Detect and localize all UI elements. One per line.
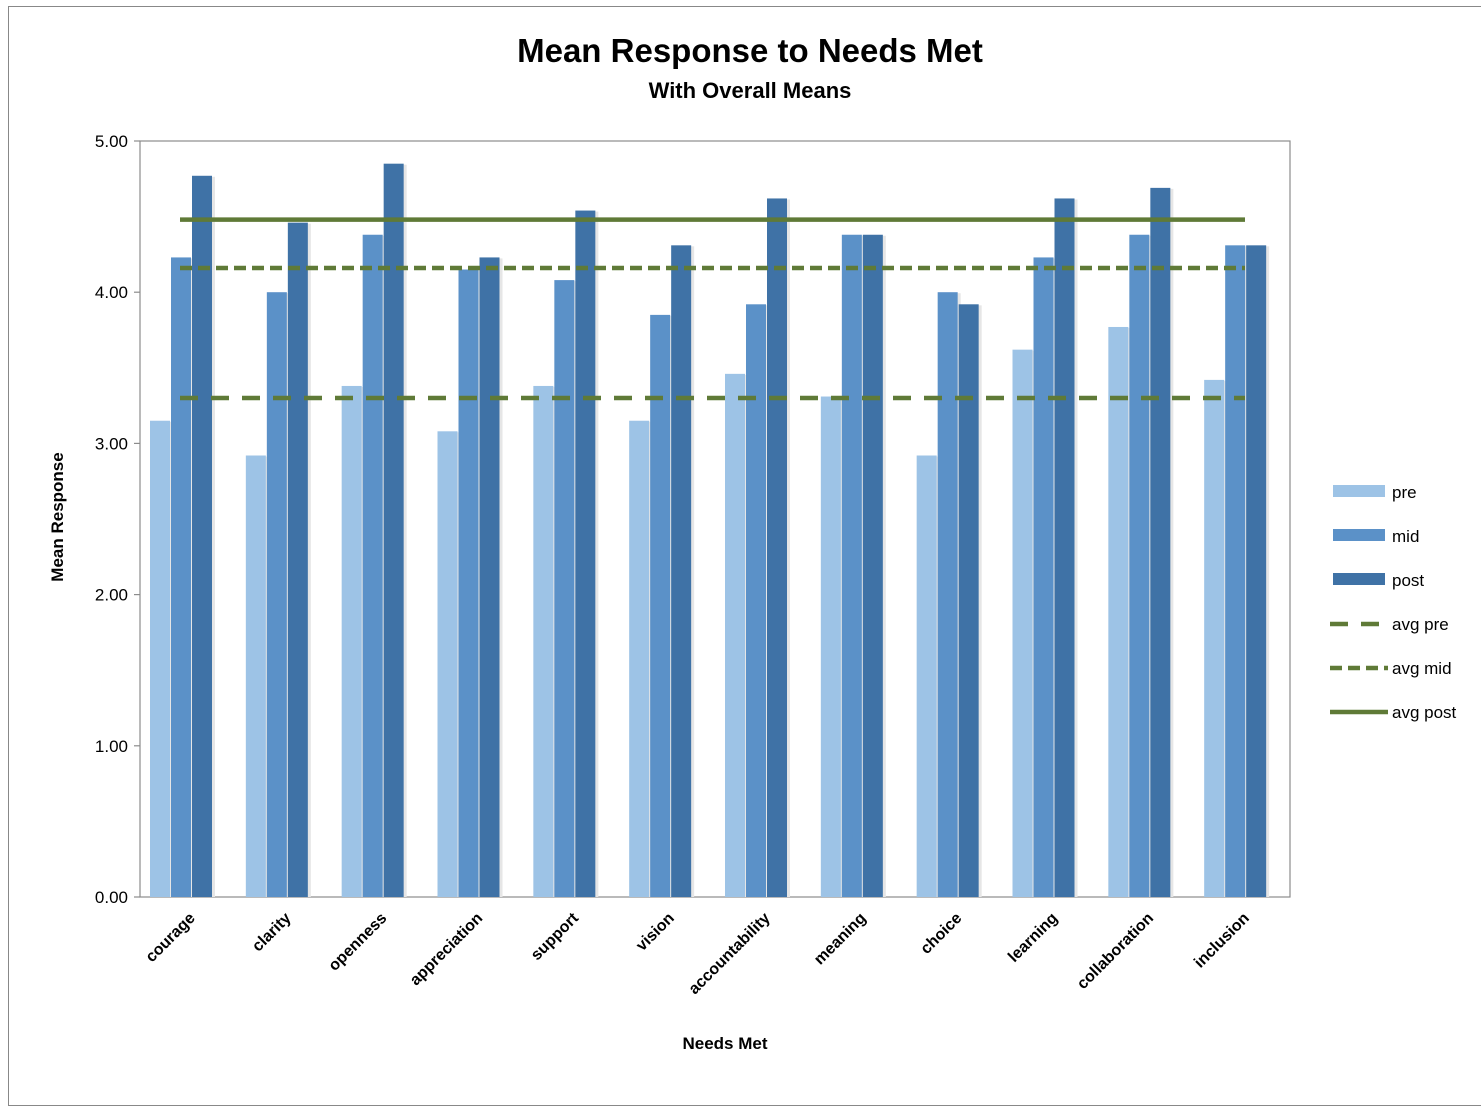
legend-swatch-pre [1333, 485, 1385, 497]
bar-mid-courage [171, 257, 191, 897]
x-axis-title: Needs Met [682, 1034, 767, 1053]
bar-pre-inclusion [1204, 379, 1225, 897]
x-axis: courage clarity openness appreciation suppor… [143, 909, 1253, 998]
x-tick-label: meaning [811, 910, 870, 969]
bar-post-appreciation [479, 257, 500, 897]
chart-title: Mean Response to Needs Met [517, 32, 983, 69]
bar-post-learning [1054, 198, 1075, 897]
bar-mid-clarity [266, 292, 287, 897]
bar-mid-inclusion [1225, 245, 1246, 897]
bar-post-meaning [862, 234, 883, 897]
x-tick-label: support [528, 909, 583, 964]
legend-label: pre [1392, 483, 1417, 502]
bar-pre-courage [150, 420, 170, 897]
bar-pre-collaboration [1108, 326, 1129, 897]
bar-mid-openness [362, 234, 383, 897]
bar-mid-vision [650, 314, 671, 897]
bar-mid-meaning [841, 234, 862, 897]
x-tick-label: accountability [686, 910, 774, 998]
x-tick-label: vision [633, 910, 678, 955]
bar-post-support [575, 210, 596, 897]
y-tick-label: 0.00 [95, 888, 128, 907]
bar-post-vision [671, 245, 692, 897]
y-tick-label: 3.00 [95, 434, 128, 453]
bar-mid-collaboration [1129, 234, 1150, 897]
bar-pre-openness [341, 385, 362, 897]
bar-pre-choice [916, 455, 937, 897]
legend: pre mid post avg pre avg mid avg post [1330, 483, 1457, 722]
bar-pre-accountability [725, 373, 745, 897]
x-tick-label: appreciation [407, 910, 486, 989]
y-axis: 0.00 1.00 2.00 3.00 4.00 5.00 [95, 132, 140, 907]
bar-post-openness [383, 163, 404, 897]
bar-pre-learning [1012, 349, 1033, 897]
chart-subtitle: With Overall Means [648, 78, 852, 103]
bar-pre-appreciation [437, 431, 458, 897]
bar-mid-accountability [746, 304, 766, 897]
y-tick-label: 4.00 [95, 283, 128, 302]
bar-mid-support [554, 280, 575, 897]
bar-post-collaboration [1150, 187, 1171, 897]
legend-label: avg mid [1392, 659, 1452, 678]
bar-post-accountability [767, 198, 787, 897]
plot-area [139, 140, 1291, 898]
x-tick-label: learning [1005, 910, 1061, 966]
bar-pre-support [533, 385, 554, 897]
legend-label: avg pre [1392, 615, 1449, 634]
bar-post-inclusion [1246, 245, 1267, 897]
legend-label: post [1392, 571, 1424, 590]
x-tick-label: openness [326, 910, 391, 975]
bar-pre-vision [629, 420, 650, 897]
bar-mid-learning [1033, 257, 1054, 897]
legend-label: avg post [1392, 703, 1457, 722]
bar-mid-choice [937, 292, 958, 897]
x-tick-label: courage [143, 910, 199, 966]
bar-chart: 0.00 1.00 2.00 3.00 4.00 5.00 courage clarity o… [48, 132, 1457, 1053]
bar-post-clarity [287, 222, 308, 897]
y-tick-label: 1.00 [95, 737, 128, 756]
x-tick-label: clarity [249, 910, 294, 955]
reference-lines [180, 217, 1245, 401]
bar-post-choice [958, 304, 979, 897]
x-tick-label: collaboration [1074, 910, 1157, 993]
legend-swatch-mid [1333, 529, 1385, 541]
bar-pre-meaning [820, 396, 841, 897]
y-tick-label: 2.00 [95, 586, 128, 605]
bar-post-courage [192, 175, 212, 897]
x-tick-label: inclusion [1191, 910, 1253, 972]
legend-swatch-post [1333, 573, 1385, 585]
legend-label: mid [1392, 527, 1419, 546]
bar-pre-clarity [245, 455, 266, 897]
bar-series-group [150, 163, 1270, 897]
bar-mid-appreciation [458, 269, 479, 897]
x-tick-label: choice [918, 910, 966, 958]
y-axis-title: Mean Response [48, 452, 67, 581]
y-tick-label: 5.00 [95, 132, 128, 151]
